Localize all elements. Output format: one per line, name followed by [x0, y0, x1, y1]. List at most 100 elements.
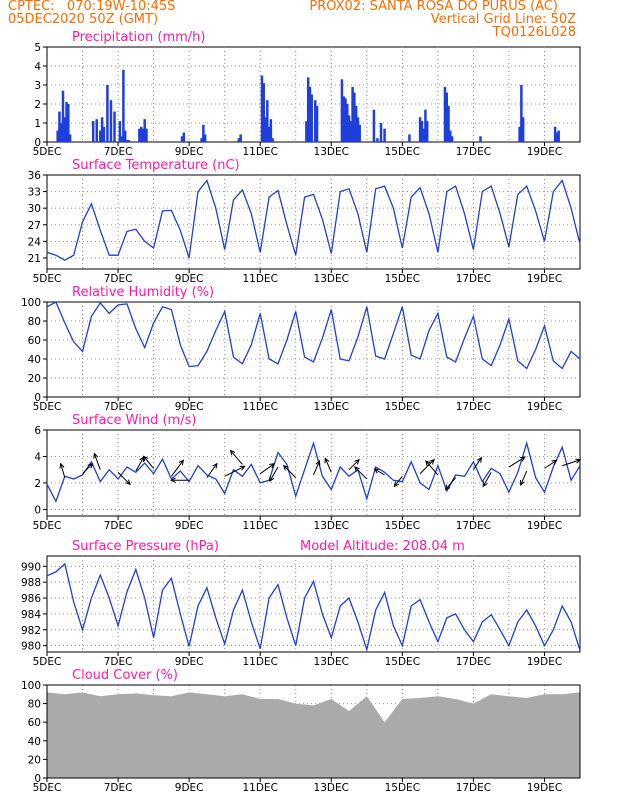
x-tick-label: 13DEC — [314, 520, 349, 532]
x-tick-label: 17DEC — [456, 656, 491, 668]
precip-bar — [557, 130, 560, 142]
wind-vector-head — [87, 462, 94, 469]
wind-vector-head — [315, 459, 321, 467]
precip-bar — [180, 136, 184, 142]
wind-vector-head — [551, 459, 558, 465]
precip-bar — [356, 117, 360, 142]
wind-vector-head — [239, 465, 246, 471]
precip-bar — [264, 117, 267, 142]
wind-vector-head — [324, 457, 330, 464]
x-tick-label: 17DEC — [456, 401, 491, 413]
precip-bar — [68, 134, 72, 142]
plot-frame — [46, 174, 581, 270]
precip-bar — [143, 119, 146, 142]
x-tick-label: 15DEC — [385, 782, 420, 794]
precip-bar — [269, 119, 273, 142]
wind-vector-head — [282, 464, 289, 471]
series-line — [46, 562, 581, 653]
wind-vector — [508, 456, 526, 468]
x-tick-label: 19DEC — [527, 401, 562, 413]
x-tick-label: 19DEC — [527, 782, 562, 794]
precip-bar — [260, 75, 264, 142]
y-tick-label: 2 — [34, 478, 41, 490]
x-tick-label: 19DEC — [527, 146, 562, 158]
panel-title: Relative Humidity (%) — [72, 285, 214, 300]
precip-bar — [138, 128, 141, 142]
precip-bar — [182, 132, 186, 142]
x-tick-label: 9DEC — [175, 273, 204, 285]
plot-frame — [46, 555, 581, 653]
wind-vector — [259, 463, 275, 475]
precip-bar — [100, 117, 104, 142]
x-tick-label: 5DEC — [33, 273, 62, 285]
precip-bar — [120, 136, 123, 142]
y-tick-label: 21 — [28, 253, 41, 265]
wind-vector — [93, 453, 101, 470]
precip-bar — [63, 117, 67, 142]
precip-bar — [266, 100, 269, 142]
wind-vector — [482, 472, 492, 487]
wind-vector — [348, 459, 360, 471]
precip-bar — [109, 100, 113, 142]
y-tick-label: 24 — [28, 236, 42, 248]
precip-bar — [447, 105, 450, 142]
x-tick-label: 9DEC — [175, 401, 204, 413]
wind-vector — [313, 460, 320, 476]
wind-vector-head — [482, 481, 488, 488]
wind-vector-head — [476, 456, 483, 463]
precip-bar — [237, 138, 241, 142]
plot-frame — [46, 46, 581, 143]
precip-bar — [372, 109, 376, 142]
precip-bar — [271, 138, 274, 142]
plot-frame — [46, 429, 581, 517]
precip-bar — [267, 126, 271, 142]
precip-bar — [443, 86, 447, 142]
y-tick-label: 2 — [34, 99, 41, 111]
panel-0: 5DEC 7DEC 9DEC 11DEC 13DEC 15DEC 17DEC 19DEC 0 1 2… — [33, 30, 581, 158]
precip-bar — [59, 123, 63, 142]
precip-bar — [424, 109, 427, 142]
precip-bar — [56, 130, 59, 142]
wind-vector-head — [519, 479, 525, 487]
precip-bar — [113, 111, 116, 142]
x-tick-label: 7DEC — [104, 273, 133, 285]
y-tick-label: 980 — [21, 641, 41, 653]
x-tick-label: 15DEC — [385, 146, 420, 158]
precip-bar — [425, 121, 429, 142]
x-tick-label: 7DEC — [104, 146, 133, 158]
x-tick-label: 17DEC — [456, 146, 491, 158]
precip-bar — [91, 121, 95, 142]
y-tick-label: 36 — [28, 170, 42, 182]
x-tick-label: 7DEC — [104, 656, 133, 668]
precip-bar — [555, 132, 559, 142]
precip-bar — [310, 94, 313, 142]
wind-vector — [472, 457, 482, 470]
x-tick-label: 11DEC — [242, 146, 277, 158]
y-tick-label: 6 — [34, 425, 41, 437]
precip-bar — [315, 105, 319, 142]
wind-vector — [562, 459, 581, 467]
wind-vector — [419, 459, 435, 475]
precip-bar — [449, 130, 452, 142]
precip-bar — [351, 86, 354, 142]
precip-bar — [349, 121, 353, 142]
panel-title: Cloud Cover (%) — [72, 668, 178, 683]
x-tick-label: 17DEC — [456, 782, 491, 794]
y-tick-label: 100 — [21, 297, 41, 309]
x-tick-label: 13DEC — [314, 401, 349, 413]
panel-title: Surface Wind (m/s) — [72, 413, 196, 428]
y-tick-label: 4 — [34, 451, 41, 463]
header-grid-note: Vertical Grid Line: 50Z — [430, 12, 576, 27]
header-run-date: 05DEC2020 50Z (GMT) — [8, 12, 159, 27]
precip-bar — [102, 126, 106, 142]
x-tick-label: 5DEC — [33, 782, 62, 794]
header-station-coords: CPTEC: 070:19W-10:45S — [8, 0, 176, 14]
wind-vector-head — [373, 468, 380, 474]
wind-vector — [269, 466, 279, 482]
panel-1: 5DEC 7DEC 9DEC 11DEC 13DEC 15DEC 17DEC 19DEC 21 2… — [28, 158, 581, 285]
precip-bar — [305, 121, 308, 142]
y-tick-label: 1 — [34, 118, 41, 130]
x-tick-label: 7DEC — [104, 782, 133, 794]
cloud-cover-area — [47, 692, 580, 778]
